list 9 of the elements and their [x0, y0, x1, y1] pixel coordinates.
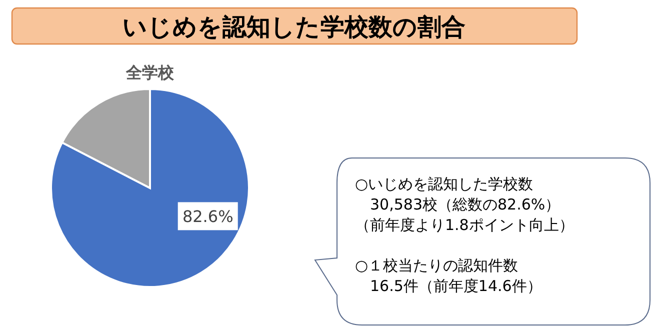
text: ○１校当たりの認知件数	[355, 256, 518, 274]
text: 30,583校（総数の82.6%）	[355, 196, 560, 214]
text: ○いじめを認知した学校数	[355, 175, 534, 193]
chart-title: いじめを認知した学校数の割合	[122, 13, 466, 41]
data-label: 82.6%	[182, 207, 234, 226]
chart-subtitle: 全学校	[125, 63, 175, 82]
text: 16.5件（前年度14.6件）	[355, 277, 542, 295]
pie-slice	[50, 88, 250, 288]
text: （前年度より1.8ポイント向上）	[355, 216, 574, 234]
